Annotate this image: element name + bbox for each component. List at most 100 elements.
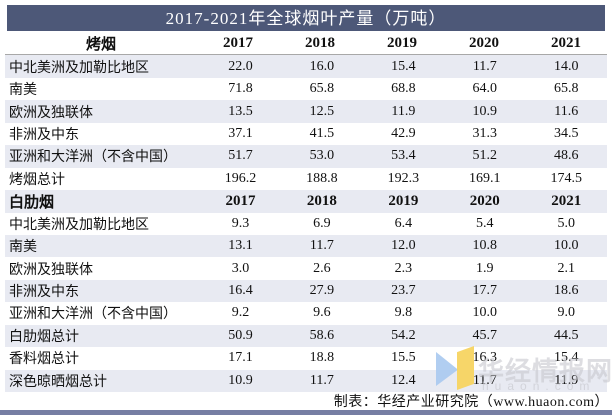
- cell-value: 9.3: [231, 215, 250, 231]
- year-header: 2018: [306, 192, 337, 209]
- cell-value: 31.3: [472, 125, 498, 141]
- cell-value: 18.6: [554, 283, 579, 299]
- year-header: 2018: [305, 35, 335, 52]
- row-label: 南美: [9, 240, 37, 256]
- bottom-bar: [0, 410, 612, 415]
- cell-value: 41.5: [309, 125, 335, 141]
- row-label: 香料烟总计: [9, 352, 79, 368]
- year-header: 2021: [551, 35, 581, 52]
- cell-value: 10.9: [228, 372, 253, 388]
- table-row: 亚洲和大洋洲（不含中国） 9.2 9.6 9.8 10.0 9.0: [5, 302, 607, 324]
- table-row: 中北美洲及加勒比地区 22.0 16.0 15.4 11.7 14.0: [5, 55, 607, 78]
- row-label: 中北美洲及加勒比地区: [9, 217, 149, 233]
- cell-value: 2.1: [557, 260, 576, 276]
- table-row: 南美 13.1 11.7 12.0 10.8 10.0: [5, 234, 607, 258]
- cell-value: 45.7: [472, 327, 498, 343]
- cell-value: 16.0: [309, 58, 335, 74]
- cell-value: 65.8: [554, 81, 579, 97]
- table-row: 欧洲及独联体 3.0 2.6 2.3 1.9 2.1: [5, 257, 607, 279]
- cell-value: 53.0: [309, 148, 335, 164]
- cell-value: 6.9: [313, 215, 331, 231]
- row-label: 非洲及中东: [9, 285, 79, 301]
- cell-value: 9.6: [313, 305, 331, 321]
- production-table: 烤烟 2017 2018 2019 2020 2021 中北美洲及加勒比地区 22.0 16.0…: [5, 33, 607, 392]
- cell-value: 18.8: [309, 350, 335, 366]
- credit-line: 制表：华经产业研究院（www.huaon.com）: [333, 395, 609, 410]
- cell-value: 9.8: [394, 305, 413, 321]
- cell-value: 9.2: [231, 305, 250, 321]
- cell-value: 1.9: [476, 260, 494, 276]
- cell-value: 11.7: [472, 58, 497, 74]
- row-label: 亚洲和大洋洲（不含中国）: [9, 307, 177, 323]
- year-header: 2020: [469, 192, 500, 209]
- cell-value: 11.9: [554, 372, 579, 388]
- cell-value: 11.6: [554, 103, 579, 119]
- cell-value: 12.0: [391, 238, 416, 254]
- cell-value: 10.0: [554, 238, 579, 254]
- cell-value: 37.1: [228, 125, 253, 141]
- cell-value: 9.0: [557, 305, 576, 321]
- cell-value: 48.6: [554, 148, 579, 164]
- year-header: 2017: [223, 35, 253, 52]
- cell-value: 50.9: [228, 327, 253, 343]
- cell-value: 15.4: [391, 58, 416, 74]
- page-title: 2017-2021年全球烟叶产量（万吨）: [165, 9, 447, 28]
- cell-value: 22.0: [228, 58, 253, 74]
- cell-value: 27.9: [309, 283, 335, 299]
- cell-value: 174.5: [550, 170, 583, 186]
- cell-value: 196.2: [224, 170, 257, 186]
- cell-value: 169.1: [469, 170, 501, 186]
- cell-value: 53.4: [391, 148, 416, 164]
- cell-value: 64.0: [472, 81, 498, 97]
- section-header-row: 烤烟 2017 2018 2019 2020 2021: [5, 33, 607, 56]
- cell-value: 6.4: [394, 215, 413, 231]
- cell-value: 15.5: [391, 350, 416, 366]
- table-row: 非洲及中东 37.1 41.5 42.9 31.3 34.5: [5, 123, 607, 145]
- table-row: 亚洲和大洋洲（不含中国） 51.7 53.0 53.4 51.2 48.6: [5, 145, 607, 168]
- year-header: 2017: [225, 192, 256, 209]
- year-header: 2020: [469, 35, 499, 52]
- cell-value: 51.2: [472, 148, 498, 164]
- title-bar: 2017-2021年全球烟叶产量（万吨）: [7, 5, 605, 31]
- cell-value: 16.3: [472, 350, 498, 366]
- cell-value: 17.7: [472, 283, 498, 299]
- cell-value: 15.4: [554, 350, 579, 366]
- cell-value: 23.7: [391, 283, 416, 299]
- row-label: 欧洲及独联体: [9, 262, 93, 278]
- cell-value: 3.0: [231, 260, 250, 276]
- cell-value: 11.7: [309, 372, 334, 388]
- table-row: 非洲及中东 16.4 27.9 23.7 17.7 18.6: [5, 279, 607, 303]
- table-row: 中北美洲及加勒比地区 9.3 6.9 6.4 5.4 5.0: [5, 213, 607, 235]
- cell-value: 51.7: [228, 148, 253, 164]
- cell-value: 34.5: [554, 125, 579, 141]
- row-label: 欧洲及独联体: [9, 105, 93, 121]
- row-label: 深色晾晒烟总计: [9, 374, 107, 390]
- row-label: 南美: [9, 83, 37, 99]
- cell-value: 13.5: [228, 103, 253, 119]
- row-label: 白肋烟: [9, 194, 55, 211]
- cell-value: 71.8: [228, 81, 253, 97]
- cell-value: 12.4: [391, 372, 416, 388]
- cell-value: 10.9: [472, 103, 498, 119]
- cell-value: 5.4: [476, 215, 494, 231]
- cell-value: 12.5: [309, 103, 335, 119]
- cell-value: 42.9: [391, 125, 416, 141]
- row-label: 非洲及中东: [9, 127, 79, 143]
- cell-value: 5.0: [557, 215, 576, 231]
- cell-value: 2.3: [394, 260, 413, 276]
- year-header: 2021: [551, 192, 582, 209]
- section-header-row: 白肋烟 2017 2018 2019 2020 2021: [5, 190, 607, 213]
- cell-value: 11.7: [472, 372, 497, 388]
- table-row: 白肋烟总计 50.9 58.6 54.2 45.7 44.5: [5, 324, 607, 348]
- cell-value: 2.6: [313, 260, 331, 276]
- year-header: 2019: [388, 192, 419, 209]
- table-row: 南美 71.8 65.8 68.8 64.0 65.8: [5, 78, 607, 100]
- cell-value: 17.1: [228, 350, 253, 366]
- cell-value: 14.0: [554, 58, 579, 74]
- table-row: 香料烟总计 17.1 18.8 15.5 16.3 15.4: [5, 347, 607, 369]
- table-row: 深色晾晒烟总计 10.9 11.7 12.4 11.7 11.9: [5, 369, 607, 392]
- row-label: 烤烟: [85, 37, 116, 54]
- row-label: 亚洲和大洋洲（不含中国）: [9, 150, 177, 166]
- cell-value: 10.8: [472, 238, 498, 254]
